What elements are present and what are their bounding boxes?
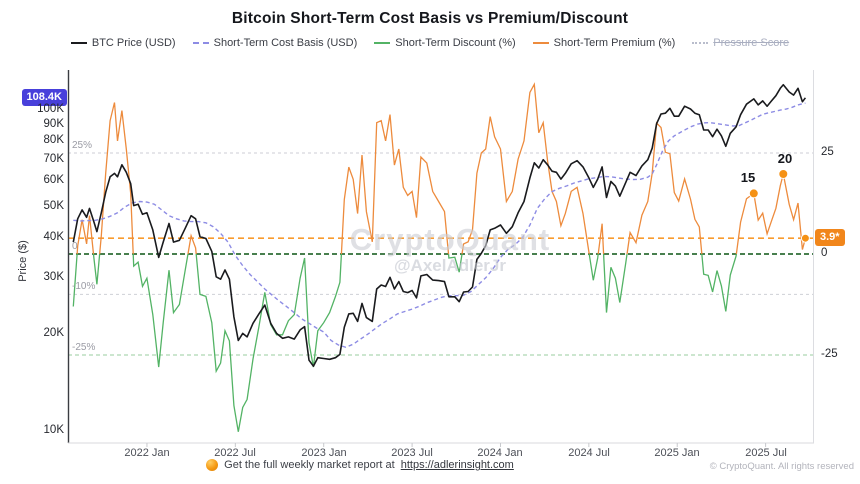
y-left-tick-60K: 60K — [43, 174, 64, 186]
legend-swatch-icon — [692, 42, 709, 44]
legend-swatch-icon — [70, 42, 87, 44]
orange-ball-icon — [206, 459, 219, 471]
page-title: Bitcoin Short-Term Cost Basis vs Premium… — [231, 10, 629, 27]
annotation-label-15: 15 — [740, 170, 756, 185]
current-premium-dot — [800, 233, 810, 243]
ref-line-label: 0 — [72, 241, 78, 252]
legend-label: BTC Price (USD) — [91, 37, 176, 49]
legend-item-btc-price-usd-[interactable]: BTC Price (USD) — [70, 37, 176, 49]
y-left-tick-10K: 10K — [43, 424, 64, 436]
legend-swatch-icon — [532, 42, 549, 44]
footer-report-text: Get the full weekly market report at — [224, 459, 395, 471]
legend-label: Short-Term Premium (%) — [553, 37, 676, 49]
copyright-text: © CryptoQuant. All rights reserved — [709, 461, 854, 472]
legend-item-short-term-cost-basis-usd-[interactable]: Short-Term Cost Basis (USD) — [192, 37, 358, 49]
y-left-tick-100K: 100K — [37, 103, 64, 115]
annotation-label-20: 20 — [777, 151, 793, 166]
x-tick-2022-jan: 2022 Jan — [124, 447, 170, 459]
marker-dots — [748, 169, 810, 243]
y-right-tick-0: 0 — [821, 247, 828, 259]
legend-label: Short-Term Discount (%) — [395, 37, 516, 49]
y-left-tick-30K: 30K — [43, 271, 64, 283]
y-left-tick-20K: 20K — [43, 327, 64, 339]
x-tick-2023-jul: 2023 Jul — [391, 447, 433, 459]
legend-swatch-icon — [192, 42, 209, 44]
short-term-premium-line — [76, 82, 807, 254]
legend-item-short-term-discount-[interactable]: Short-Term Discount (%) — [374, 37, 516, 49]
y-left-tick-50K: 50K — [43, 200, 64, 212]
y-left-tick-40K: 40K — [43, 231, 64, 243]
short-term-discount-line — [72, 254, 738, 432]
legend-swatch-icon — [374, 42, 391, 44]
x-tick-2024-jan: 2024 Jan — [477, 447, 523, 459]
legend-label: Short-Term Cost Basis (USD) — [213, 37, 358, 49]
legend: BTC Price (USD) Short-Term Cost Basis (US… — [0, 37, 860, 49]
current-premium-badge: 3.9* — [815, 229, 845, 246]
x-tick-2022-jul: 2022 Jul — [214, 447, 256, 459]
legend-label: Pressure Score — [713, 37, 790, 49]
x-tick-2023-jan: 2023 Jan — [301, 447, 347, 459]
footer-report: Get the full weekly market report at htt… — [0, 459, 720, 471]
legend-item-short-term-premium-[interactable]: Short-Term Premium (%) — [532, 37, 676, 49]
y-right-tick--25: -25 — [821, 348, 838, 360]
legend-item-pressure-score[interactable]: Pressure Score — [692, 37, 789, 49]
x-tick-2024-jul: 2024 Jul — [568, 447, 610, 459]
cost-basis-line — [73, 102, 806, 349]
y-axis-title: Price ($) — [17, 240, 29, 282]
y-right-tick-25: 25 — [821, 146, 834, 158]
report-link[interactable]: https://adlerinsight.com — [400, 459, 514, 471]
btc-price-line — [72, 83, 807, 367]
y-left-tick-70K: 70K — [43, 153, 64, 165]
y-left-tick-80K: 80K — [43, 134, 64, 146]
ref-line-label: -25% — [72, 342, 96, 353]
ref-line-label: 25% — [72, 140, 93, 151]
x-tick-2025-jul: 2025 Jul — [745, 447, 787, 459]
current-price-badge: 108.4K — [21, 89, 67, 106]
x-tick-2025-jan: 2025 Jan — [654, 447, 700, 459]
annotation-dot-15 — [748, 188, 759, 199]
y-left-tick-90K: 90K — [43, 118, 64, 130]
ref-line-label: -10% — [72, 281, 96, 292]
annotation-dot-20 — [778, 169, 789, 179]
x-axis-tickmarks — [146, 443, 767, 447]
